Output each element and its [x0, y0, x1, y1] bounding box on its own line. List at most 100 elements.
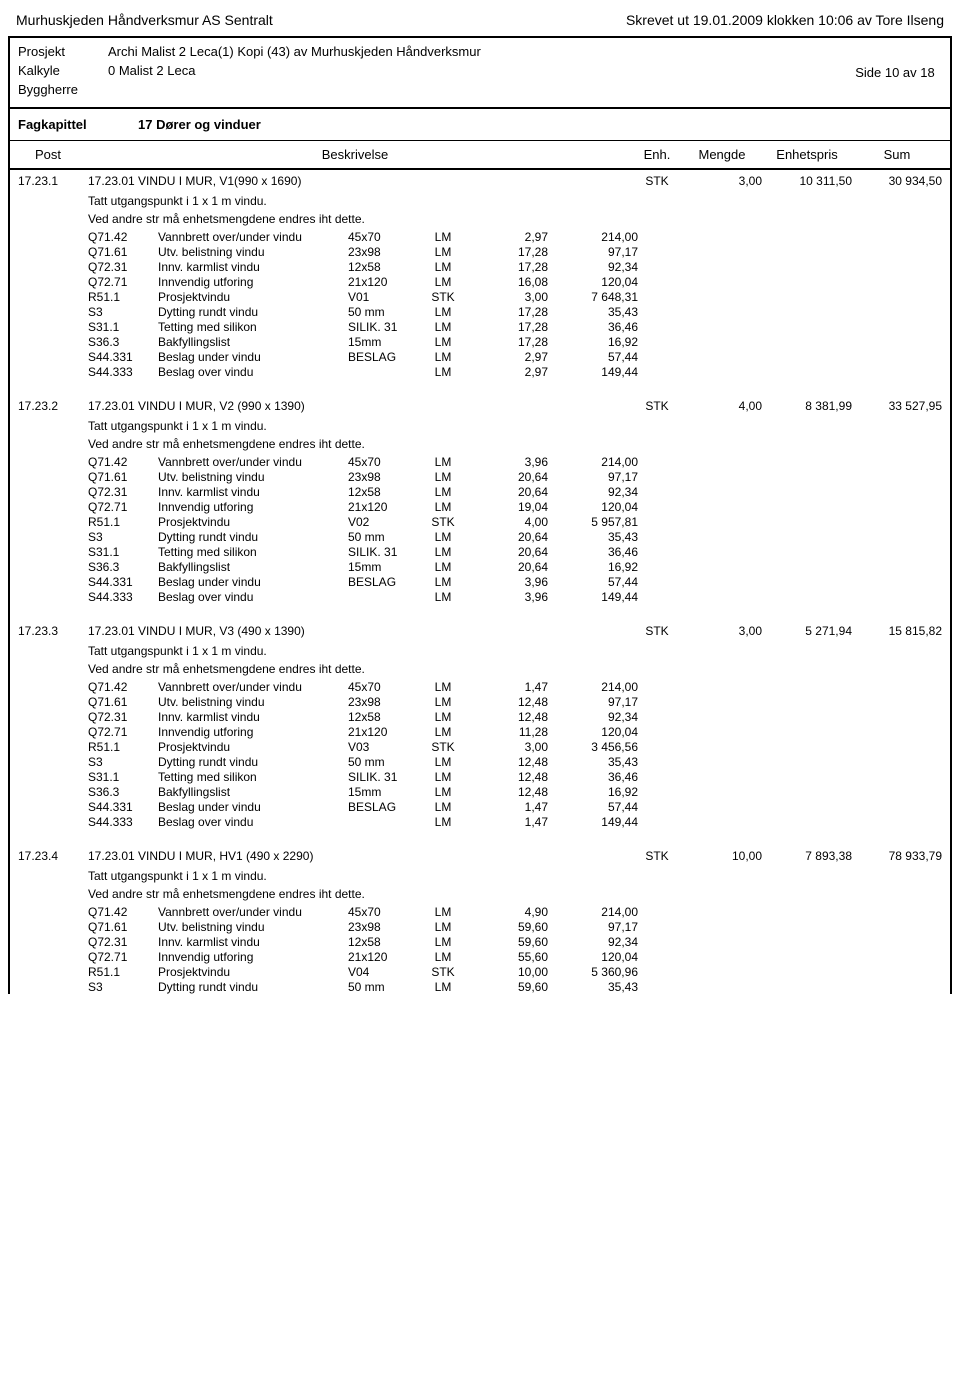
- sub-spec: 21x120: [348, 950, 418, 964]
- sub-price: 120,04: [548, 275, 638, 289]
- sub-mengde: 11,28: [468, 725, 548, 739]
- section: 17.23.317.23.01 VINDU I MUR, V3 (490 x 1…: [18, 624, 942, 829]
- sub-mengde: 12,48: [468, 695, 548, 709]
- sub-code: S31.1: [88, 545, 158, 559]
- sub-desc: Dytting rundt vindu: [158, 530, 348, 544]
- sub-spec: SILIK. 31: [348, 320, 418, 334]
- sub-line: S44.331Beslag under vinduBESLAGLM1,4757,…: [88, 800, 942, 814]
- sub-line: R51.1ProsjektvinduV04STK10,005 360,96: [88, 965, 942, 979]
- sub-desc: Utv. belistning vindu: [158, 470, 348, 484]
- sub-line: Q72.31Innv. karmlist vindu12x58LM20,6492…: [88, 485, 942, 499]
- sub-unit: STK: [418, 515, 468, 529]
- sub-line: Q71.42Vannbrett over/under vindu45x70LM2…: [88, 230, 942, 244]
- prosjekt-value: Archi Malist 2 Leca(1) Kopi (43) av Murh…: [108, 44, 481, 59]
- sub-code: R51.1: [88, 965, 158, 979]
- sub-line: Q71.61Utv. belistning vindu23x98LM17,289…: [88, 245, 942, 259]
- sub-price: 97,17: [548, 470, 638, 484]
- sub-unit: LM: [418, 275, 468, 289]
- sub-code: Q72.71: [88, 275, 158, 289]
- sub-desc: Beslag under vindu: [158, 350, 348, 364]
- sub-code: Q72.31: [88, 260, 158, 274]
- sub-code: Q71.42: [88, 230, 158, 244]
- sub-code: S3: [88, 755, 158, 769]
- sub-unit: LM: [418, 905, 468, 919]
- sub-spec: 12x58: [348, 485, 418, 499]
- post-mengde: 3,00: [682, 624, 762, 638]
- sub-price: 35,43: [548, 980, 638, 994]
- sub-unit: STK: [418, 740, 468, 754]
- sub-line: Q72.31Innv. karmlist vindu12x58LM12,4892…: [88, 710, 942, 724]
- sub-desc: Utv. belistning vindu: [158, 920, 348, 934]
- sub-code: S44.331: [88, 800, 158, 814]
- sub-spec: 12x58: [348, 935, 418, 949]
- sub-mengde: 19,04: [468, 500, 548, 514]
- sub-mengde: 1,47: [468, 815, 548, 829]
- post-unit: STK: [632, 399, 682, 413]
- sub-line: S3Dytting rundt vindu50 mmLM17,2835,43: [88, 305, 942, 319]
- sub-mengde: 3,96: [468, 575, 548, 589]
- sub-mengde: 17,28: [468, 260, 548, 274]
- sub-desc: Vannbrett over/under vindu: [158, 680, 348, 694]
- sub-mengde: 3,96: [468, 455, 548, 469]
- sub-price: 214,00: [548, 905, 638, 919]
- sub-desc: Vannbrett over/under vindu: [158, 905, 348, 919]
- sub-desc: Bakfyllingslist: [158, 335, 348, 349]
- sub-price: 120,04: [548, 725, 638, 739]
- sub-price: 16,92: [548, 335, 638, 349]
- col-post: Post: [18, 147, 78, 162]
- sub-line: Q71.61Utv. belistning vindu23x98LM20,649…: [88, 470, 942, 484]
- sub-code: S3: [88, 530, 158, 544]
- sub-unit: LM: [418, 815, 468, 829]
- sub-spec: 50 mm: [348, 530, 418, 544]
- sub-desc: Vannbrett over/under vindu: [158, 455, 348, 469]
- sub-line: R51.1ProsjektvinduV01STK3,007 648,31: [88, 290, 942, 304]
- sub-spec: 23x98: [348, 695, 418, 709]
- sub-mengde: 2,97: [468, 350, 548, 364]
- sub-desc: Utv. belistning vindu: [158, 695, 348, 709]
- sub-price: 149,44: [548, 815, 638, 829]
- sub-spec: 21x120: [348, 725, 418, 739]
- sub-unit: LM: [418, 590, 468, 604]
- sub-code: S44.333: [88, 590, 158, 604]
- sub-mengde: 12,48: [468, 755, 548, 769]
- kalkyle-label: Kalkyle: [18, 63, 108, 78]
- post-sum: 78 933,79: [852, 849, 942, 863]
- sub-mengde: 3,00: [468, 740, 548, 754]
- sub-line: R51.1ProsjektvinduV02STK4,005 957,81: [88, 515, 942, 529]
- sub-desc: Prosjektvindu: [158, 965, 348, 979]
- sub-spec: 23x98: [348, 920, 418, 934]
- sub-code: Q71.61: [88, 920, 158, 934]
- col-sum: Sum: [852, 147, 942, 162]
- sub-line: S31.1Tetting med silikonSILIK. 31LM17,28…: [88, 320, 942, 334]
- post-unit: STK: [632, 849, 682, 863]
- sub-line: S44.331Beslag under vinduBESLAGLM3,9657,…: [88, 575, 942, 589]
- sub-spec: 23x98: [348, 245, 418, 259]
- sub-unit: LM: [418, 335, 468, 349]
- sub-mengde: 10,00: [468, 965, 548, 979]
- sub-code: Q72.71: [88, 725, 158, 739]
- sub-price: 36,46: [548, 545, 638, 559]
- sub-desc: Tetting med silikon: [158, 320, 348, 334]
- sub-unit: LM: [418, 800, 468, 814]
- sub-mengde: 2,97: [468, 365, 548, 379]
- sub-spec: 50 mm: [348, 755, 418, 769]
- sub-line: S31.1Tetting med silikonSILIK. 31LM12,48…: [88, 770, 942, 784]
- sub-mengde: 3,00: [468, 290, 548, 304]
- sub-unit: LM: [418, 470, 468, 484]
- prosjekt-label: Prosjekt: [18, 44, 108, 59]
- sub-spec: V03: [348, 740, 418, 754]
- sub-line: S3Dytting rundt vindu50 mmLM59,6035,43: [88, 980, 942, 994]
- col-enhetspris: Enhetspris: [762, 147, 852, 162]
- sub-mengde: 2,97: [468, 230, 548, 244]
- sub-spec: 45x70: [348, 455, 418, 469]
- sub-desc: Innv. karmlist vindu: [158, 485, 348, 499]
- sub-mengde: 20,64: [468, 560, 548, 574]
- sub-mengde: 17,28: [468, 335, 548, 349]
- sub-unit: LM: [418, 530, 468, 544]
- sub-line: Q72.71Innvendig utforing21x120LM19,04120…: [88, 500, 942, 514]
- sub-code: S44.333: [88, 815, 158, 829]
- sub-spec: 12x58: [348, 710, 418, 724]
- sub-code: Q71.42: [88, 455, 158, 469]
- post-desc: 17.23.01 VINDU I MUR, V3 (490 x 1390): [88, 624, 632, 638]
- sub-spec: 50 mm: [348, 980, 418, 994]
